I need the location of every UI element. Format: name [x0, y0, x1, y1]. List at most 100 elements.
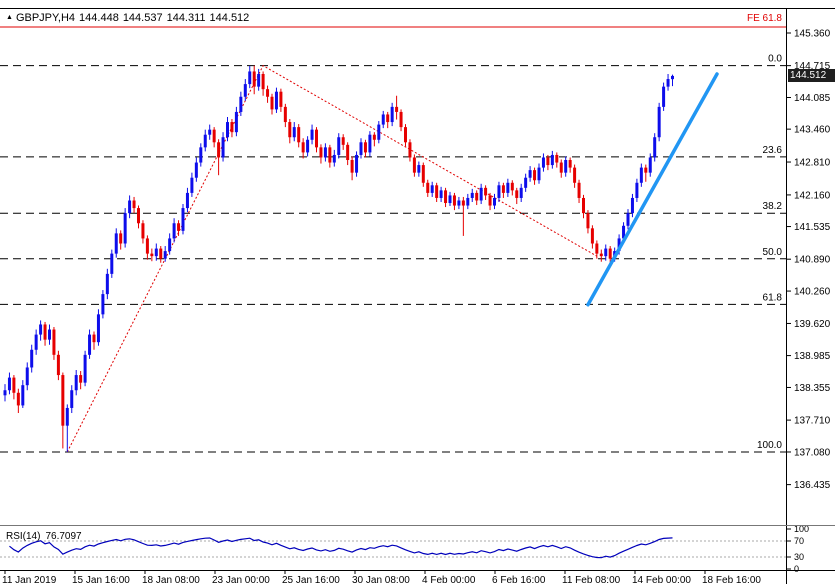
- rsi-axis-label: 100: [794, 524, 809, 534]
- candle-body: [119, 233, 123, 244]
- candle-body: [533, 170, 537, 181]
- symbol-timeframe: GBPJPY,H4: [15, 12, 76, 24]
- candle-body: [475, 192, 479, 201]
- candle-body: [470, 192, 474, 198]
- candle-body: [292, 127, 296, 138]
- candle-body: [359, 142, 363, 155]
- candle-body: [408, 142, 412, 158]
- candle-body: [159, 248, 163, 259]
- time-axis-label: 11 Feb 08:00: [562, 575, 621, 584]
- candle-body: [168, 238, 172, 252]
- candle-body: [559, 162, 563, 173]
- candle-body: [221, 137, 225, 158]
- current-price-tag: 144.512: [788, 69, 835, 82]
- candle-body: [493, 197, 496, 206]
- fib-level-label: 61.8: [763, 292, 783, 303]
- candle-body: [101, 294, 105, 315]
- candle-body: [644, 167, 648, 173]
- candle-body: [541, 157, 545, 168]
- candle-body: [199, 147, 203, 163]
- candle-body: [150, 253, 154, 257]
- fibo-expansion-label: FE 61.8: [746, 13, 782, 24]
- candle-body: [617, 238, 621, 252]
- candle-body: [163, 251, 167, 259]
- candle-body: [497, 185, 501, 198]
- time-axis-area[interactable]: [0, 570, 786, 584]
- price-axis-label: 140.890: [794, 255, 831, 266]
- panel-splitter[interactable]: [0, 524, 835, 528]
- candle-body: [177, 223, 181, 231]
- candle-body: [630, 197, 634, 214]
- candle-body: [323, 147, 327, 158]
- candle-body: [412, 157, 416, 173]
- candle-body: [261, 73, 265, 90]
- candle-body: [248, 71, 252, 85]
- candle-body: [590, 228, 594, 244]
- candle-body: [586, 213, 590, 229]
- rsi-axis-label: 0: [794, 564, 799, 574]
- candle-body: [7, 377, 11, 391]
- candle-body: [639, 167, 643, 183]
- candle-body: [283, 106, 287, 123]
- time-axis-label: 4 Feb 00:00: [422, 575, 476, 584]
- price-axis-label: 142.810: [794, 158, 831, 169]
- candle-body: [70, 390, 74, 408]
- candle-body: [208, 129, 212, 135]
- candle-body: [3, 390, 7, 396]
- candle-body: [381, 114, 385, 125]
- candle-body: [528, 170, 532, 178]
- candle-body: [279, 91, 283, 107]
- candle-body: [479, 187, 483, 201]
- candle-body: [399, 111, 403, 128]
- candle-body: [43, 324, 47, 340]
- candle-body: [546, 157, 550, 166]
- candle-body: [12, 377, 16, 393]
- rsi-line: [9, 537, 673, 559]
- candle-body: [519, 187, 523, 198]
- candle-body: [105, 273, 109, 295]
- candle-body: [568, 160, 572, 168]
- price-axis-label: 144.715: [794, 61, 831, 72]
- time-axis-label: 23 Jan 00:00: [212, 575, 270, 584]
- candle-body: [21, 385, 25, 406]
- candle-body: [306, 139, 310, 153]
- candle-body: [315, 129, 318, 148]
- candle-body: [217, 142, 221, 158]
- trend-line[interactable]: [586, 72, 719, 307]
- candle-body: [110, 253, 114, 274]
- candle-body: [363, 142, 367, 153]
- price-axis-label: 138.355: [794, 383, 831, 394]
- candle-body: [185, 192, 189, 209]
- price-axis-label: 139.620: [794, 319, 831, 330]
- candle-body: [595, 243, 599, 254]
- quote-line: ▲ GBPJPY,H4 144.448 144.537 144.311 144.512: [6, 12, 253, 24]
- fib-level-label: 100.0: [757, 440, 782, 451]
- fib-level-label: 38.2: [763, 201, 783, 212]
- candle-body: [550, 154, 554, 166]
- price-axis-label: 137.710: [794, 416, 831, 427]
- candle-body: [145, 238, 149, 254]
- candle-body: [577, 182, 581, 198]
- candle-body: [501, 185, 505, 193]
- candle-body: [506, 182, 510, 193]
- candle-body: [270, 96, 274, 110]
- candle-body: [608, 248, 612, 259]
- candle-body: [355, 154, 359, 173]
- candle-body: [234, 111, 238, 133]
- candle-body: [34, 334, 38, 350]
- quote-open: 144.448: [79, 12, 119, 24]
- candle-body: [243, 84, 247, 97]
- price-axis-area[interactable]: [786, 8, 835, 570]
- candle-body: [288, 122, 292, 138]
- candle-body: [92, 334, 96, 343]
- candle-body: [604, 248, 608, 257]
- rsi-indicator-label: RSI(14) 76.7097: [6, 531, 87, 542]
- candle-body: [599, 253, 603, 257]
- candle-body: [252, 71, 256, 87]
- candle-body: [257, 73, 261, 87]
- candle-body: [448, 195, 452, 204]
- rsi-indicator-name: RSI(14): [6, 531, 41, 542]
- candle-body: [439, 190, 443, 198]
- candle-body: [510, 182, 514, 191]
